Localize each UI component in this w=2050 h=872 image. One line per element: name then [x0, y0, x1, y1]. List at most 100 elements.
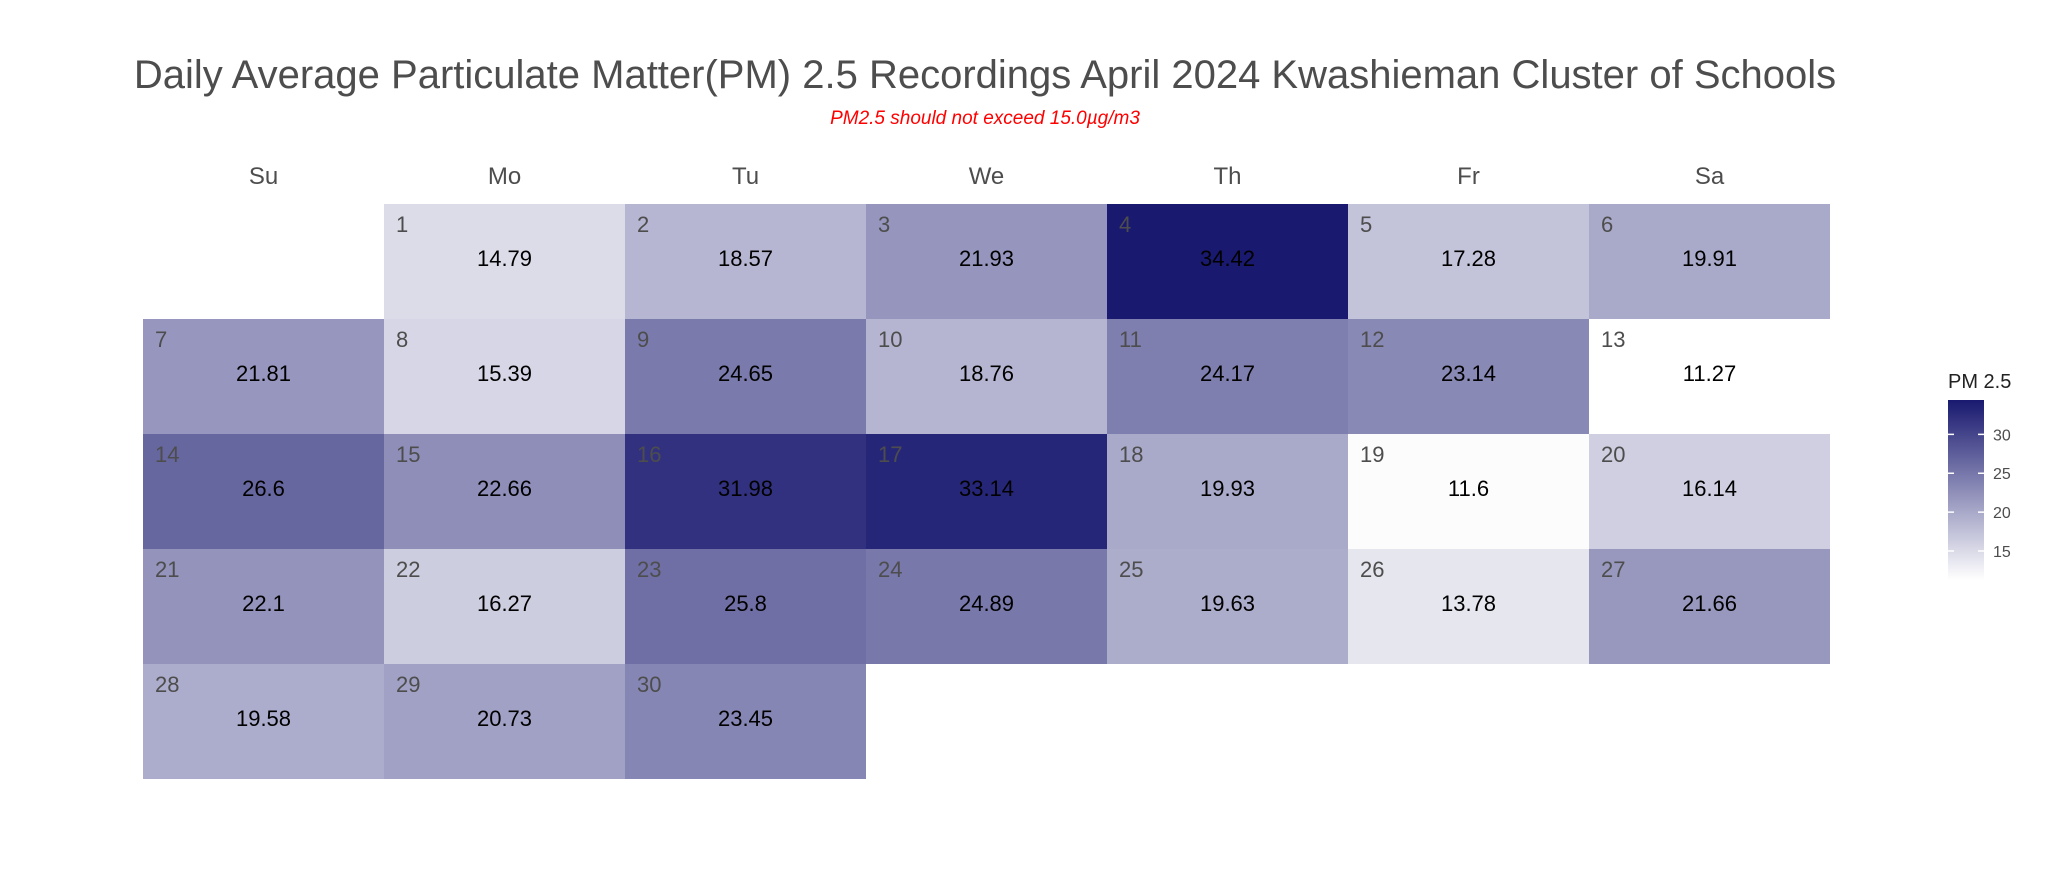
calendar-cell: 11 24.17	[1107, 319, 1348, 434]
cell-fill	[1348, 434, 1589, 549]
day-number: 18	[1119, 442, 1143, 467]
cell-value: 11.27	[1683, 361, 1736, 386]
cell-fill	[1107, 319, 1348, 434]
cell-fill	[625, 434, 866, 549]
cell-value: 31.98	[718, 476, 773, 501]
cell-fill	[1107, 204, 1348, 319]
cell-fill	[866, 319, 1107, 434]
chart-title: Daily Average Particulate Matter(PM) 2.5…	[134, 53, 1836, 97]
cell-fill	[866, 434, 1107, 549]
calendar-cell: 434.42	[1107, 204, 1348, 319]
cell-value: 21.81	[236, 361, 291, 386]
cell-fill	[384, 204, 625, 319]
cell-value: 24.17	[1200, 361, 1255, 386]
calendar-cell: 22 16.27	[384, 549, 625, 664]
cell-fill	[143, 319, 384, 434]
day-number: 8	[396, 327, 408, 352]
weekday-label: Th	[1213, 163, 1241, 190]
calendar-cell: 26 13.78	[1348, 549, 1589, 664]
calendar-cell: 619.91	[1589, 204, 1830, 319]
cell-fill	[143, 549, 384, 664]
calendar-cell: 114.79	[384, 204, 625, 319]
cell-fill	[384, 434, 625, 549]
legend-ticks: 15 20 25 30	[1948, 427, 2011, 561]
calendar-cell: 815.39	[384, 319, 625, 434]
day-number: 26	[1360, 557, 1384, 582]
calendar-cell: 21 22.1	[143, 549, 384, 664]
day-number: 23	[637, 557, 661, 582]
cell-fill	[384, 664, 625, 779]
cell-value: 19.91	[1682, 246, 1737, 271]
cell-fill	[1348, 204, 1589, 319]
cell-value: 19.93	[1200, 476, 1255, 501]
calendar-cell: 18 19.93	[1107, 434, 1348, 549]
cell-value: 26.6	[242, 476, 285, 501]
cell-fill	[384, 319, 625, 434]
calendar-cell: 25 19.63	[1107, 549, 1348, 664]
day-number: 21	[155, 557, 179, 582]
color-legend: PM 2.5 15 20 25 30	[1948, 371, 2011, 580]
cell-fill	[1589, 319, 1830, 434]
weekday-labels: Su Mo Tu We Th Fr Sa	[249, 163, 1725, 190]
day-number: 24	[878, 557, 902, 582]
cell-value: 34.42	[1200, 246, 1255, 271]
cell-fill	[625, 549, 866, 664]
day-number: 13	[1601, 327, 1625, 352]
legend-tick-label: 15	[1993, 544, 2011, 561]
calendar-cell: 30 23.45	[625, 664, 866, 779]
weekday-label: Sa	[1695, 163, 1725, 190]
day-number: 11	[1119, 327, 1142, 352]
cell-fill	[625, 664, 866, 779]
cell-fill	[1107, 549, 1348, 664]
calendar-cell: 517.28	[1348, 204, 1589, 319]
cell-value: 19.63	[1200, 591, 1255, 616]
day-number: 19	[1360, 442, 1384, 467]
day-number: 12	[1360, 327, 1384, 352]
cell-fill	[143, 434, 384, 549]
day-number: 17	[878, 442, 902, 467]
day-number: 29	[396, 672, 420, 697]
weekday-label: Fr	[1457, 163, 1480, 190]
day-number: 10	[878, 327, 902, 352]
calendar-cell: 924.65	[625, 319, 866, 434]
cell-value: 19.58	[236, 706, 291, 731]
calendar-cell: 29 20.73	[384, 664, 625, 779]
cell-value: 20.73	[477, 706, 532, 731]
chart-subtitle: PM2.5 should not exceed 15.0µg/m3	[830, 108, 1140, 129]
day-number: 16	[637, 442, 661, 467]
weekday-label: Mo	[488, 163, 521, 190]
cell-value: 17.28	[1441, 246, 1496, 271]
day-number: 28	[155, 672, 179, 697]
calendar-cells: 114.79218.57321.93434.42517.28619.91721.…	[143, 204, 1830, 779]
cell-value: 18.57	[718, 246, 773, 271]
calendar-cell: 27 21.66	[1589, 549, 1830, 664]
cell-fill	[1107, 434, 1348, 549]
cell-fill	[866, 549, 1107, 664]
weekday-label: We	[969, 163, 1005, 190]
cell-fill	[1589, 549, 1830, 664]
cell-fill	[866, 204, 1107, 319]
calendar-cell: 19 11.6	[1348, 434, 1589, 549]
cell-fill	[625, 204, 866, 319]
day-number: 5	[1360, 212, 1372, 237]
day-number: 1	[396, 212, 408, 237]
legend-tick-label: 25	[1993, 466, 2011, 483]
cell-value: 18.76	[959, 361, 1014, 386]
calendar-cell: 24 24.89	[866, 549, 1107, 664]
legend-title: PM 2.5	[1948, 371, 2011, 393]
cell-fill	[143, 664, 384, 779]
cell-fill	[625, 319, 866, 434]
calendar-cell: 15 22.66	[384, 434, 625, 549]
weekday-label: Su	[249, 163, 278, 190]
calendar-cell: 721.81	[143, 319, 384, 434]
cell-fill	[1348, 549, 1589, 664]
day-number: 15	[396, 442, 420, 467]
cell-value: 33.14	[959, 476, 1014, 501]
calendar-cell: 321.93	[866, 204, 1107, 319]
cell-value: 14.79	[477, 246, 532, 271]
calendar-cell: 17 33.14	[866, 434, 1107, 549]
calendar-cell: 28 19.58	[143, 664, 384, 779]
cell-fill	[1589, 434, 1830, 549]
legend-tick-label: 20	[1993, 505, 2011, 522]
